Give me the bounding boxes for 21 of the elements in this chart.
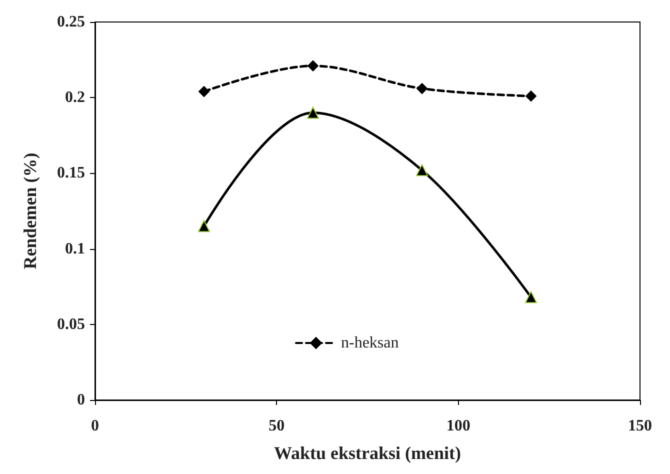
- legend-label: n-heksan: [341, 334, 399, 352]
- y-tick-label: 0.25: [57, 14, 85, 30]
- x-axis-title: Waktu ekstraksi (menit): [274, 443, 462, 463]
- x-tick-label: 150: [628, 418, 652, 434]
- y-tick-label: 0.2: [65, 89, 85, 106]
- x-tick-label: 100: [446, 418, 470, 434]
- point: [198, 86, 210, 98]
- y-tick-label: 0: [77, 392, 85, 408]
- y-tick-label: 0.05: [57, 316, 85, 333]
- point: [525, 291, 537, 304]
- point: [198, 220, 210, 232]
- x-tick-label: 50: [268, 418, 285, 434]
- y-axis-title: Rendemen (%): [20, 152, 40, 270]
- y-tick-label: 0.1: [65, 240, 85, 258]
- point: [307, 106, 319, 119]
- point: [526, 90, 536, 102]
- point: [308, 60, 318, 72]
- x-tick-label: 0: [91, 418, 99, 434]
- point: [416, 83, 428, 94]
- point: [416, 164, 428, 176]
- y-tick-label: 0.15: [57, 164, 85, 182]
